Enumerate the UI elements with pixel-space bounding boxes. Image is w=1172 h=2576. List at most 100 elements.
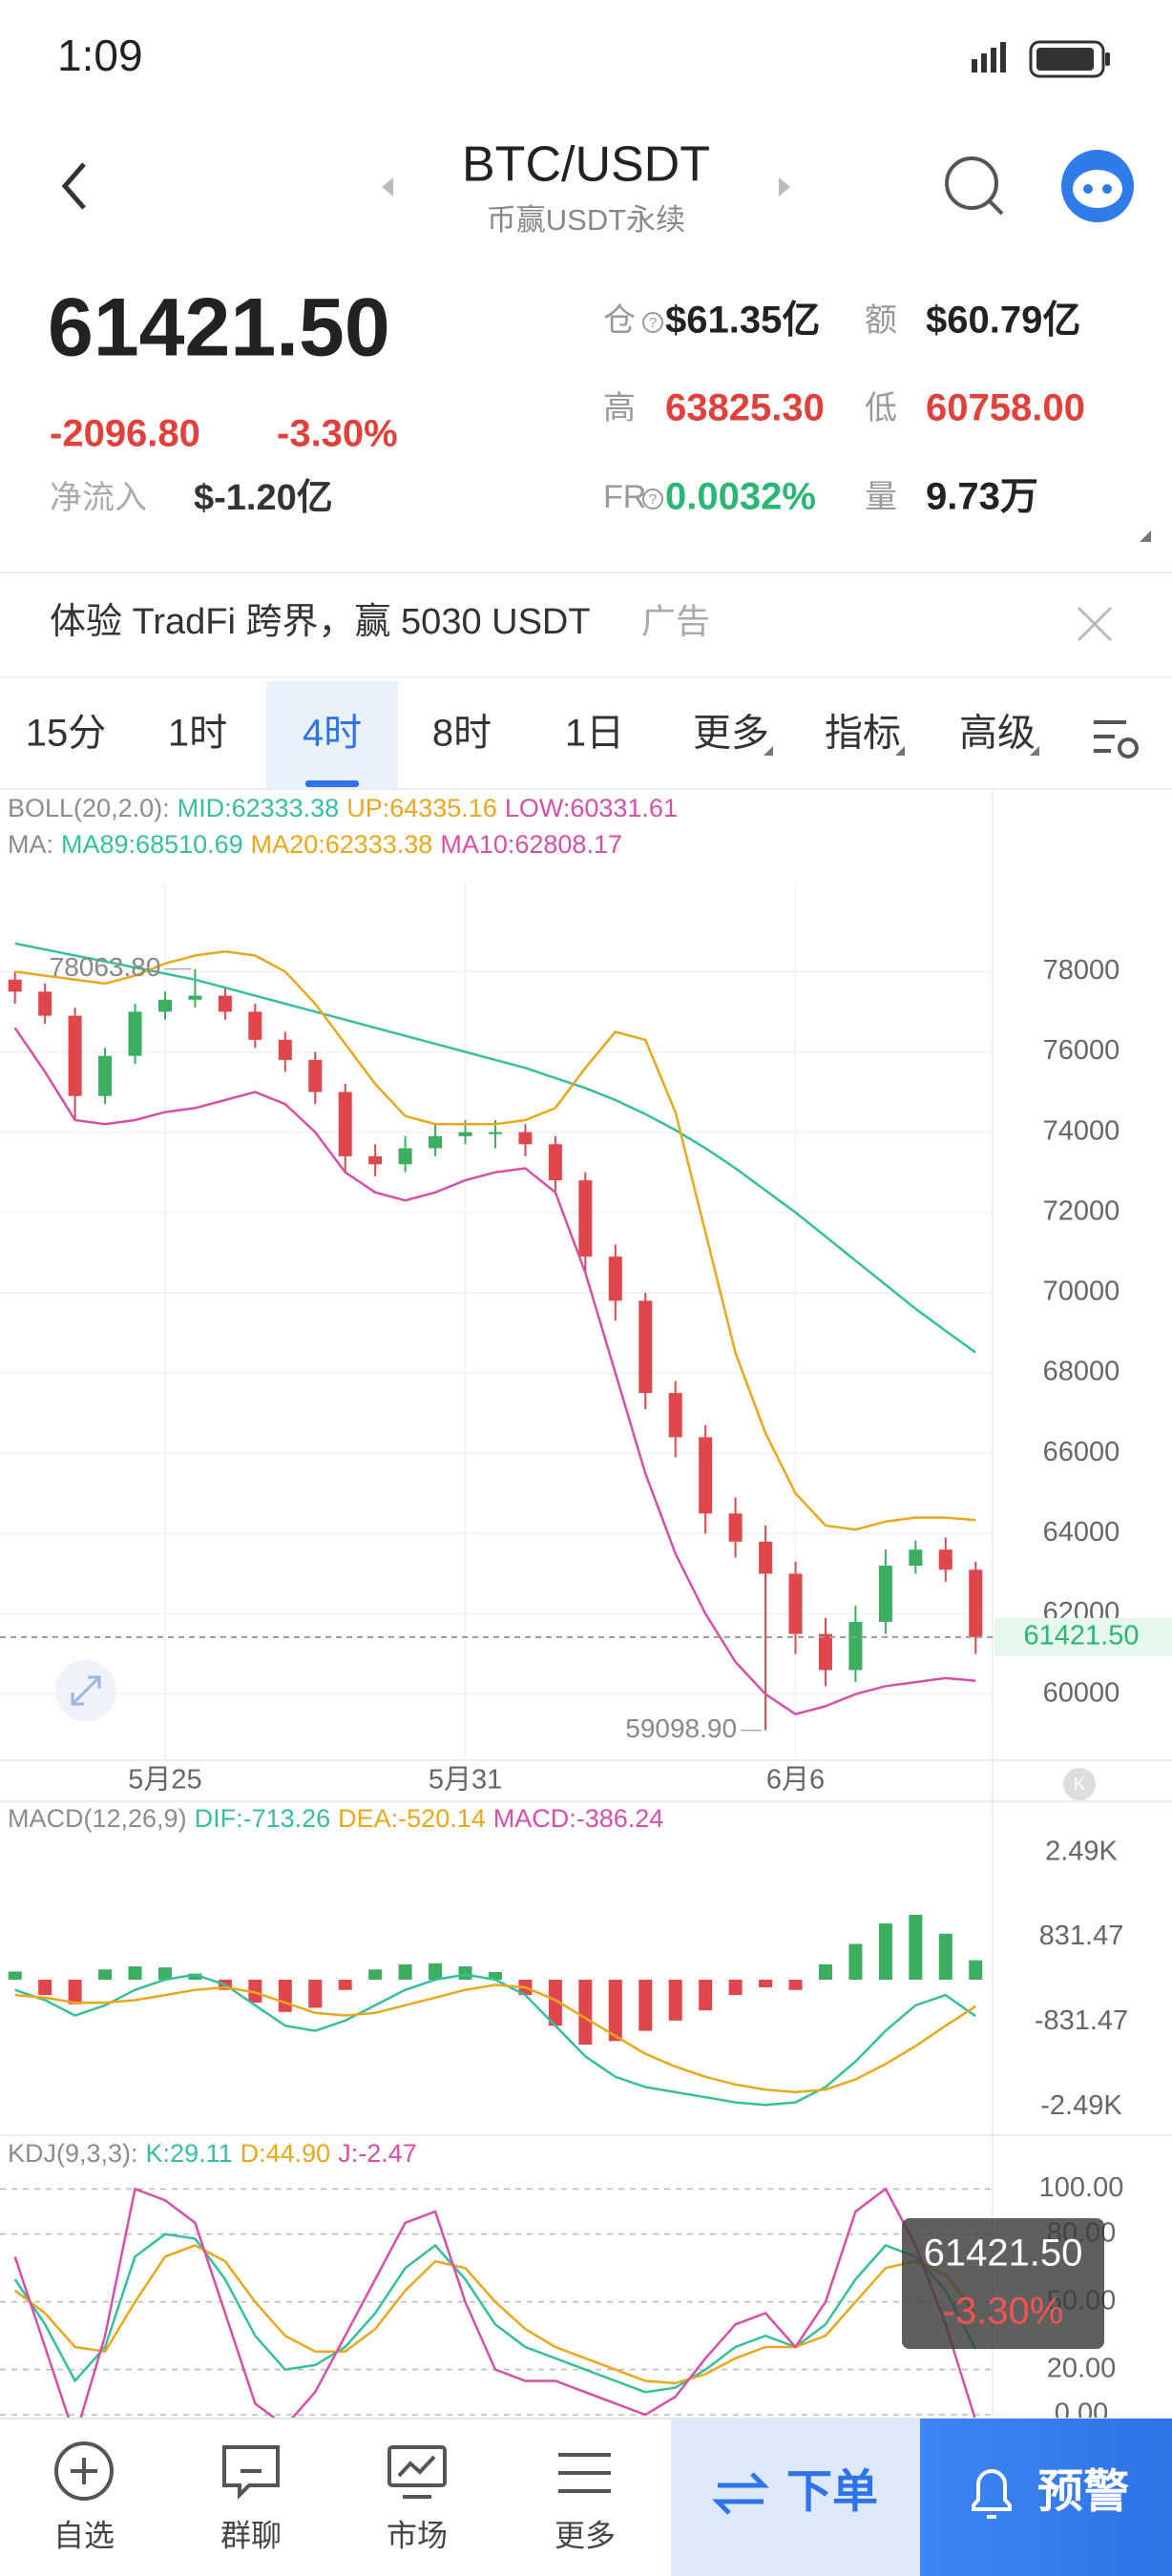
y-tick-label: 64000 (1043, 1517, 1120, 1548)
legend-item: MA20:62333.38 (251, 830, 433, 859)
nav: 自选 群聊 市场 更多 (53, 2518, 616, 2552)
expand-corner[interactable] (1140, 530, 1151, 542)
dropdown-caret (895, 746, 905, 756)
banner-text[interactable]: 体验 TradFi 跨界，赢 5030 USDT (50, 602, 591, 642)
interval-tab[interactable]: 指标 (825, 713, 901, 755)
search-button[interactable] (945, 156, 1004, 216)
low-annotation: 59098.90 (625, 1714, 737, 1743)
macd-bar (878, 1923, 892, 1980)
macd-bar (638, 1980, 653, 2031)
next-symbol[interactable] (779, 177, 790, 197)
y-tick-label: 78000 (1043, 955, 1120, 986)
legend-item: LOW:60331.61 (505, 794, 678, 822)
legend-item: MID:62333.38 (178, 794, 340, 822)
interval-tab[interactable]: 更多 (693, 713, 769, 755)
help-icon-mark: ? (649, 491, 657, 508)
legend-item: MACD:-386.24 (493, 1804, 664, 1833)
symbol-title[interactable]: BTC/USDT (462, 137, 710, 193)
candle-body (878, 1566, 892, 1622)
order-button[interactable] (671, 2419, 920, 2576)
stat-value: 60758.00 (926, 387, 1085, 429)
assistant-avatar[interactable] (1061, 150, 1134, 222)
stat-label: 仓 (603, 302, 636, 339)
candle-body (68, 1015, 82, 1096)
interval-tab[interactable]: 1时 (168, 713, 227, 755)
candle-body (759, 1541, 773, 1574)
macd-bar (818, 1963, 832, 1980)
banner-close[interactable] (1077, 606, 1113, 642)
candle-body (429, 1135, 443, 1149)
expand-chart-button[interactable] (55, 1660, 116, 1721)
price-change: -2096.80 (50, 413, 200, 455)
interval-tab[interactable]: 15分 (26, 713, 107, 755)
macd-bar (429, 1963, 443, 1980)
interval-tab[interactable]: 1日 (565, 713, 624, 755)
nav-item[interactable]: 更多 (555, 2518, 616, 2552)
macd-bar (699, 1980, 713, 2011)
macd-bar (8, 1971, 22, 1980)
alert-button[interactable] (920, 2419, 1172, 2576)
y-tick-label: 68000 (1043, 1357, 1120, 1387)
macd-bar (188, 1973, 202, 1980)
indicator-line (14, 942, 976, 1354)
nav-item[interactable]: 自选 (53, 2518, 115, 2552)
indicator-line (14, 950, 976, 1531)
legend-item: UP:64335.16 (346, 794, 497, 822)
indicator-line (13, 2244, 977, 2385)
candle-body (668, 1393, 682, 1438)
macd-bar (668, 1980, 682, 2021)
candle-body (608, 1257, 622, 1301)
y-tick-label: 72000 (1043, 1195, 1120, 1226)
legend-item: MA: (8, 830, 53, 859)
symbol-subtitle: 币赢USDT永续 (487, 203, 685, 237)
interval-tab[interactable]: 4时 (303, 713, 362, 755)
legend-item: MA10:62808.17 (440, 830, 622, 859)
back-button[interactable] (61, 162, 86, 210)
interval-tab[interactable]: 高级 (959, 713, 1036, 755)
candle-body (8, 979, 22, 992)
indicator-legend: BOLL(20,2.0): MID:62333.38 UP:64335.16 LOW:… (8, 794, 678, 822)
macd-bar (398, 1963, 412, 1980)
y-tick-label: 100.00 (1039, 2172, 1124, 2203)
macd-bar (938, 1933, 952, 1980)
scroll-latest-button[interactable]: K (1063, 1768, 1096, 1800)
last-price: 61421.50 (48, 282, 390, 374)
nav-icons (54, 2441, 611, 2501)
legend-item: DEA:-520.14 (338, 1804, 486, 1833)
nav-item[interactable]: 群聊 (220, 2518, 282, 2552)
y-tick-label: -831.47 (1035, 2005, 1128, 2036)
dropdown-caret (1030, 746, 1039, 756)
macd-bar (909, 1914, 923, 1980)
legend-item: DIF:-713.26 (195, 1804, 331, 1833)
y-tick-label: 60000 (1043, 1677, 1120, 1708)
chart-settings-button[interactable] (1094, 720, 1139, 758)
macd-bar (728, 1980, 743, 1996)
interval-tab[interactable]: 8时 (432, 713, 492, 755)
tab-selected-bg (266, 681, 398, 789)
macd-bar (608, 1980, 622, 2042)
nav-item[interactable]: 市场 (387, 2518, 448, 2552)
candle-body (398, 1148, 412, 1165)
candle-body (38, 991, 52, 1016)
order-label[interactable]: 下单 (786, 2467, 878, 2518)
help-icon[interactable] (642, 488, 663, 509)
prev-symbol[interactable] (382, 177, 393, 197)
help-icon[interactable] (642, 312, 663, 333)
macd-bar (848, 1943, 863, 1980)
stat-label: 额 (865, 302, 897, 339)
candle-body (969, 1569, 983, 1637)
banner-tag: 广告 (641, 602, 710, 641)
status-time: 1:09 (57, 31, 143, 80)
x-tick-label: 6月6 (766, 1765, 825, 1796)
alert-label[interactable]: 预警 (1037, 2467, 1129, 2518)
dropdown-caret (764, 746, 773, 756)
x-tick-label: 5月25 (128, 1765, 201, 1796)
kline-plot (0, 883, 993, 1760)
indicator-legend: MA: MA89:68510.69 MA20:62333.38 MA10:62808.… (8, 830, 622, 859)
indicator-line (14, 1973, 976, 2107)
y-tick-label: 70000 (1043, 1277, 1120, 1307)
candle-body (338, 1091, 352, 1156)
candle-body (248, 1011, 262, 1040)
y-tick-label: 2.49K (1045, 1836, 1118, 1866)
